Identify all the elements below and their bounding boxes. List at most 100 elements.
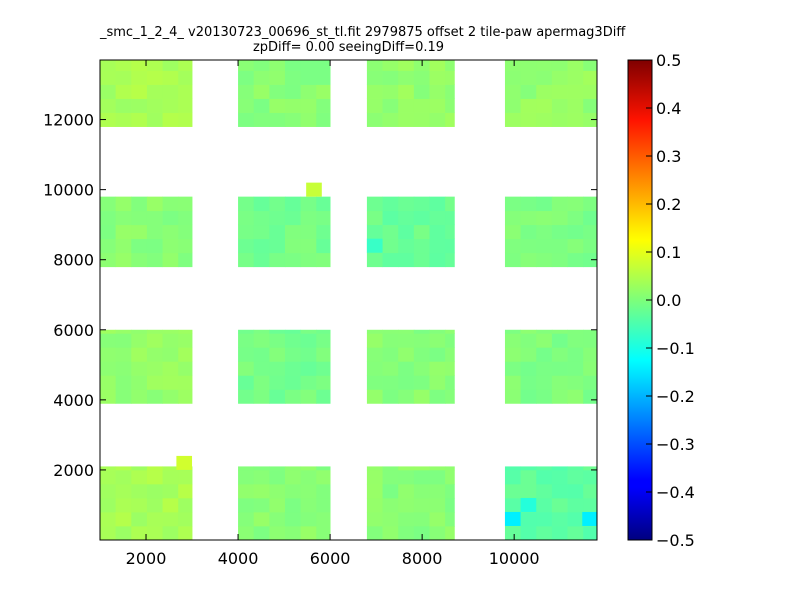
colorbar-tick-label: 0.2 xyxy=(656,195,681,214)
heatmap-cell xyxy=(520,375,537,390)
heatmap-cell xyxy=(316,511,331,527)
heatmap-cell xyxy=(520,98,537,113)
heatmap-cell xyxy=(413,333,430,348)
heatmap-cell xyxy=(520,511,537,527)
heatmap-cell xyxy=(445,511,455,527)
heatmap-cell xyxy=(520,333,537,348)
heatmap-cell xyxy=(382,466,399,471)
heatmap-cell xyxy=(238,375,255,390)
heatmap-cell xyxy=(100,84,117,99)
heatmap-cell xyxy=(398,238,415,254)
heatmap-cell xyxy=(413,483,430,499)
heatmap-cell xyxy=(382,511,399,527)
heatmap-cell xyxy=(413,329,430,334)
heatmap-cell xyxy=(429,511,446,527)
heatmap-cell xyxy=(398,98,415,113)
heatmap-cell xyxy=(238,210,255,226)
heatmap-cell xyxy=(445,525,455,540)
heatmap-cell xyxy=(146,112,163,127)
heatmap-cell xyxy=(551,375,568,390)
heatmap-cell xyxy=(445,112,455,127)
heatmap-cell xyxy=(131,525,148,540)
y-tick-label: 8000 xyxy=(53,251,94,270)
heatmap-cell xyxy=(429,375,446,390)
heatmap-cell xyxy=(146,98,163,113)
heatmap-cell xyxy=(429,497,446,513)
heatmap-cell xyxy=(162,252,179,268)
heatmap-cell xyxy=(253,483,270,499)
heatmap-cell xyxy=(583,361,597,376)
heatmap-cell xyxy=(269,469,286,485)
heatmap-cell xyxy=(413,252,430,268)
heatmap-cell xyxy=(551,70,568,85)
heatmap-cell xyxy=(551,98,568,113)
heatmap-cell xyxy=(551,483,568,499)
heatmap-cell xyxy=(551,466,568,471)
heatmap-cell xyxy=(253,70,270,85)
heatmap-cell xyxy=(567,70,584,85)
heatmap-cell xyxy=(551,469,568,485)
heatmap-cell xyxy=(413,511,430,527)
heatmap-cell xyxy=(398,525,415,540)
heatmap-cell xyxy=(300,84,317,99)
heatmap-cell xyxy=(253,347,270,362)
heatmap-cell xyxy=(551,112,568,127)
heatmap-cell xyxy=(100,98,117,113)
heatmap-cell xyxy=(413,469,430,485)
heatmap-cell xyxy=(413,224,430,240)
heatmap-cell xyxy=(284,497,302,513)
heatmap-cell xyxy=(583,60,597,71)
heatmap-cell xyxy=(269,333,286,348)
heatmap-cell xyxy=(551,333,568,348)
heatmap-cell xyxy=(536,84,553,99)
heatmap-cell xyxy=(551,389,568,404)
heatmap-cell xyxy=(520,70,537,85)
heatmap-cell xyxy=(178,375,193,390)
heatmap-cell xyxy=(398,70,415,85)
heatmap-cell xyxy=(131,466,148,471)
heatmap-cell xyxy=(504,347,522,362)
heatmap-tile xyxy=(366,329,455,404)
heatmap-cell xyxy=(115,347,132,362)
heatmap-cell xyxy=(413,84,430,99)
heatmap-cell xyxy=(115,70,132,85)
heatmap-cell xyxy=(238,98,255,113)
heatmap-cell xyxy=(445,469,455,485)
heatmap-cell xyxy=(413,112,430,127)
heatmap-cell xyxy=(269,196,286,212)
heatmap-cell xyxy=(146,511,163,527)
heatmap-cell xyxy=(398,469,415,485)
heatmap-cell xyxy=(162,497,179,513)
heatmap-cell xyxy=(300,483,317,499)
heatmap-tile xyxy=(504,60,597,127)
heatmap-cell xyxy=(131,224,148,240)
heatmap-cell xyxy=(366,84,383,99)
heatmap-cell xyxy=(429,224,446,240)
heatmap-cell xyxy=(146,60,163,71)
heatmap-cell xyxy=(115,375,132,390)
heatmap-cell xyxy=(115,497,132,513)
heatmap-cell xyxy=(445,483,455,499)
heatmap-tile xyxy=(504,466,597,540)
x-tick-label: 2000 xyxy=(126,549,167,568)
heatmap-cell xyxy=(583,375,597,390)
heatmap-cell xyxy=(131,375,148,390)
heatmap-cell xyxy=(162,210,179,226)
heatmap-cell xyxy=(238,361,255,376)
heatmap-cell xyxy=(300,196,317,212)
heatmap-cell xyxy=(382,361,399,376)
heatmap-cell xyxy=(300,112,317,127)
heatmap-cell xyxy=(583,84,597,99)
heatmap-cell xyxy=(583,238,597,254)
heatmap-cell xyxy=(253,497,270,513)
heatmap-cell xyxy=(382,347,399,362)
heatmap-cell xyxy=(131,70,148,85)
heatmap-cell xyxy=(178,70,193,85)
heatmap-cell xyxy=(284,224,302,240)
heatmap-cell xyxy=(115,511,132,527)
heatmap-cell xyxy=(536,333,553,348)
heatmap-cell xyxy=(284,333,302,348)
heatmap-cell xyxy=(445,347,455,362)
heatmap-cell xyxy=(269,210,286,226)
heatmap-cell xyxy=(504,84,522,99)
